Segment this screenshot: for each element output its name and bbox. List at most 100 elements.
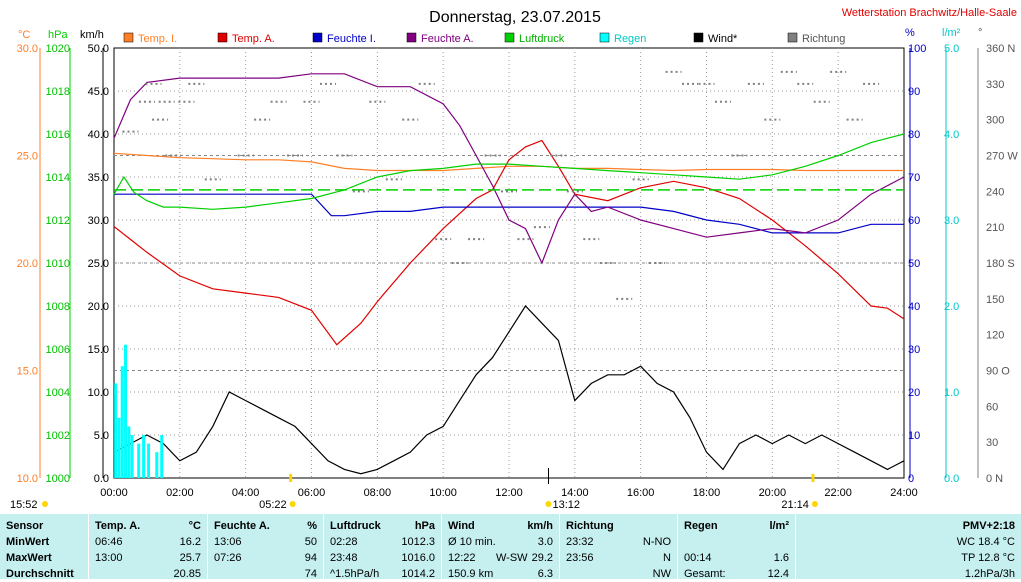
series-layer (113, 70, 905, 478)
stats-col-temp: Temp. A. °C 06:46 16.2 13:00 25.7 20.85 (89, 514, 207, 580)
pressure-max-value: 1016.0 (401, 552, 435, 564)
x-tick-label: 08:00 (364, 487, 392, 499)
pressure-tick-label: 1012 (46, 215, 70, 227)
pressure-tick-label: 1018 (46, 86, 70, 98)
legend-label: Temp. A. (232, 33, 275, 45)
sunset-time: 21:14 (781, 499, 809, 511)
hum-min-value: 50 (304, 536, 317, 548)
dir-time-2: 23:56 (566, 552, 594, 564)
legend-swatch (406, 32, 417, 43)
wind-tick-label: 5.0 (94, 430, 109, 442)
temp-tick-label: 20.0 (17, 258, 38, 270)
wind-avg-label: Ø 10 min. (448, 536, 496, 548)
sunrise-time: 05:22 (259, 499, 287, 511)
rain-header: Regen (684, 520, 718, 532)
legend-label: Feuchte I. (327, 33, 376, 45)
stats-col-pressure: Luftdruck hPa 02:28 1012.3 23:48 1016.0 ^1.… (324, 514, 441, 580)
direction-tick-label: 30 (986, 437, 998, 449)
x-tick-label: 24:00 (890, 487, 918, 499)
hum-avg-value: 74 (304, 568, 317, 580)
pressure-tick-label: 1000 (46, 473, 70, 485)
legend-swatch (217, 32, 228, 43)
temp-tick-label: 10.0 (17, 473, 38, 485)
rain-unit: l/m² (769, 520, 789, 532)
axis-tick-labels: 30.025.020.015.010.010201018101610141012… (17, 43, 1019, 499)
legend-swatch (504, 32, 515, 43)
rain-tick-label: 4.0 (944, 129, 959, 141)
legend-label: Wind* (708, 33, 738, 45)
wind-tick-label: 0.0 (94, 473, 109, 485)
wind-header: Wind (448, 520, 475, 532)
pressure-header: Luftdruck (330, 520, 381, 532)
dir-value-3: NW (652, 568, 671, 580)
wind-max-value: 29.2 (531, 552, 553, 564)
pressure-unit: hPa (414, 520, 435, 532)
direction-tick-label: 240 (986, 186, 1004, 198)
pressure-tick-label: 1006 (46, 344, 70, 356)
stats-separator (441, 514, 442, 579)
pressure-axis-unit: hPa (48, 29, 68, 41)
hum-min-time: 13:06 (214, 536, 242, 548)
rain-bar (130, 435, 134, 478)
temp-tick-label: 15.0 (17, 366, 38, 378)
humidity-tick-label: 10 (908, 430, 920, 442)
x-tick-label: 14:00 (561, 487, 589, 499)
station-name: Wetterstation Brachwitz/Halle-Saale (842, 7, 1017, 19)
dir-value-2: N (663, 552, 671, 564)
stats-separator (207, 514, 208, 579)
legend-label: Regen (614, 33, 646, 45)
direction-tick-label: 60 (986, 401, 998, 413)
pressure-tick-label: 1010 (46, 258, 70, 270)
pressure-tick-label: 1020 (46, 43, 70, 55)
pressure-max-time: 23:48 (330, 552, 358, 564)
row-label-max: MaxWert (6, 552, 52, 564)
temp-avg-value: 20.85 (173, 568, 201, 580)
direction-tick-label: 330 (986, 79, 1004, 91)
humidity-tick-label: 80 (908, 129, 920, 141)
stats-separator (795, 514, 796, 579)
legend-swatch (599, 32, 610, 43)
direction-tick-label: 210 (986, 222, 1004, 234)
row-label-avg: Durchschnitt (6, 568, 74, 580)
rain-total-label: Gesamt: (684, 568, 726, 580)
pressure-tick-label: 1002 (46, 430, 70, 442)
dir-value-1: N-NO (642, 536, 671, 548)
stats-col-pmv: PMV+2:18 WC 18.4 °C TP 12.8 °C 1.2hPa/3h (796, 514, 1021, 580)
hum-max-time: 07:26 (214, 552, 242, 564)
row-label-min: MinWert (6, 536, 50, 548)
rain-tick-label: 0.0 (944, 473, 959, 485)
x-tick-label: 10:00 (429, 487, 457, 499)
pressure-tick-label: 1004 (46, 387, 70, 399)
wind-tick-label: 40.0 (88, 129, 109, 141)
humidity-tick-label: 0 (908, 473, 914, 485)
humidity-tick-label: 20 (908, 387, 920, 399)
hum-unit: % (307, 520, 317, 532)
wind-tick-label: 25.0 (88, 258, 109, 270)
rain-tick-label: 2.0 (944, 301, 959, 313)
stats-col-direction: Richtung 23:32 N-NO 23:56 N NW (560, 514, 677, 580)
sun-markers: 05:22 21:14 13:12 15:52 (10, 468, 818, 511)
temp-unit: °C (188, 520, 201, 532)
pmv-dewpoint: TP 12.8 °C (961, 552, 1015, 564)
humidity-tick-label: 50 (908, 258, 920, 270)
pmv-pressure-trend: 1.2hPa/3h (964, 568, 1015, 580)
chart-title: Donnerstag, 23.07.2015 (429, 9, 601, 26)
chart-grid (39, 47, 979, 479)
series-line-wind (113, 305, 905, 475)
pmv-header: PMV+2:18 (962, 520, 1015, 532)
stats-col-wind: Wind km/h Ø 10 min. 3.0 12:22 W-SW 29.2 150.… (442, 514, 559, 580)
wind-axis-unit: km/h (80, 29, 104, 41)
wind-mean-value: 6.3 (537, 568, 553, 580)
series-line-feuchte-i (114, 193, 904, 234)
direction-tick-label: 360 N (986, 43, 1015, 55)
wind-tick-label: 20.0 (88, 301, 109, 313)
weather-chart: Donnerstag, 23.07.2015 Wetterstation Bra… (10, 7, 1019, 511)
rain-max-time: 00:14 (684, 552, 712, 564)
rain-bar (127, 426, 131, 478)
humidity-tick-label: 60 (908, 215, 920, 227)
legend-label: Feuchte A. (421, 33, 474, 45)
series-line-temp-i (113, 152, 904, 172)
direction-tick-label: 150 (986, 294, 1004, 306)
rain-bar (114, 383, 118, 478)
rain-bar (155, 452, 159, 478)
